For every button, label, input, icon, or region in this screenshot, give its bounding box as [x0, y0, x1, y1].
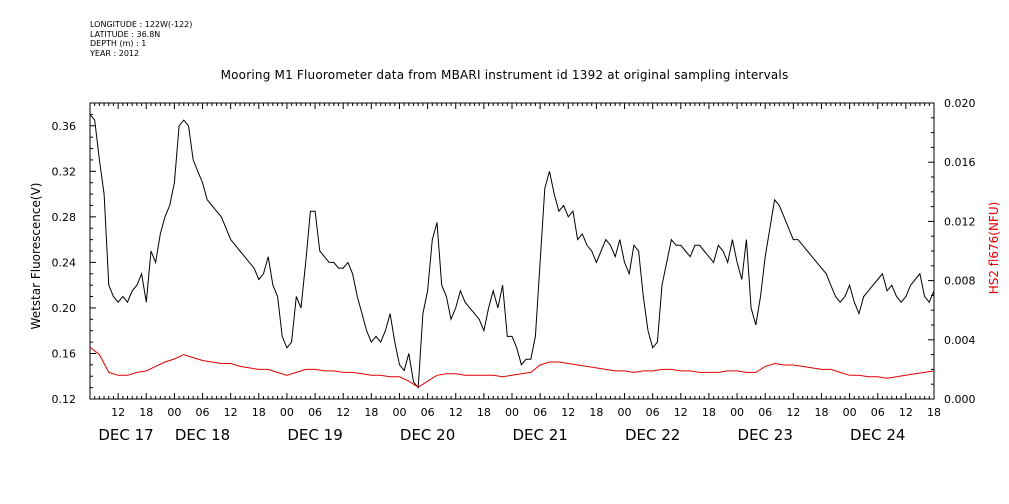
left-axis-tick-label: 0.28 — [52, 211, 77, 224]
wetstar-series-line — [89, 114, 935, 389]
x-hour-tick-label: 18 — [702, 406, 716, 419]
x-date-label: DEC 23 — [738, 426, 793, 444]
right-axis-tick-label: 0.008 — [944, 275, 976, 288]
x-hour-tick-label: 12 — [336, 406, 350, 419]
left-axis-tick-label: 0.32 — [52, 165, 77, 178]
x-hour-tick-label: 12 — [674, 406, 688, 419]
x-hour-tick-label: 06 — [533, 406, 547, 419]
x-hour-tick-label: 18 — [139, 406, 153, 419]
right-axis-tick-label: 0.012 — [944, 215, 976, 228]
left-axis-tick-label: 0.36 — [52, 120, 77, 133]
left-axis-tick-label: 0.12 — [52, 393, 77, 406]
x-hour-tick-label: 18 — [252, 406, 266, 419]
depth-label: DEPTH (m) : 1 — [90, 39, 147, 48]
x-hour-tick-label: 12 — [561, 406, 575, 419]
x-hour-tick-label: 00 — [618, 406, 632, 419]
x-date-label: DEC 21 — [512, 426, 567, 444]
hs2-series-line — [89, 346, 935, 388]
left-axis-tick-label: 0.24 — [52, 256, 77, 269]
left-axis-tick-label: 0.20 — [52, 302, 77, 315]
x-hour-tick-label: 00 — [730, 406, 744, 419]
chart-title: Mooring M1 Fluorometer data from MBARI i… — [220, 68, 789, 82]
latitude-label: LATITUDE : 36.8N — [90, 29, 161, 39]
x-hour-tick-label: 00 — [167, 406, 181, 419]
x-date-label: DEC 20 — [400, 426, 455, 444]
x-hour-tick-label: 06 — [758, 406, 772, 419]
x-hour-tick-label: 00 — [280, 406, 294, 419]
x-hour-tick-label: 18 — [589, 406, 603, 419]
x-hour-tick-label: 06 — [871, 406, 885, 419]
x-hour-tick-label: 06 — [308, 406, 322, 419]
right-axis-tick-label: 0.016 — [944, 156, 976, 169]
right-axis-tick-label: 0.004 — [944, 334, 976, 347]
x-hour-tick-label: 06 — [421, 406, 435, 419]
x-hour-tick-label: 06 — [646, 406, 660, 419]
x-hour-tick-label: 12 — [224, 406, 238, 419]
metadata-block: LONGITUDE : 122W(-122) LATITUDE : 36.8N … — [90, 20, 192, 58]
x-date-label: DEC 17 — [98, 426, 153, 444]
left-axis-tick-label: 0.16 — [52, 347, 77, 360]
left-axis-label: Wetstar Fluorescence(V) — [29, 183, 43, 330]
x-date-label: DEC 19 — [287, 426, 342, 444]
x-hour-tick-label: 18 — [927, 406, 941, 419]
x-hour-tick-label: 18 — [477, 406, 491, 419]
x-hour-tick-label: 12 — [449, 406, 463, 419]
x-date-label: DEC 24 — [850, 426, 905, 444]
x-hour-tick-label: 00 — [505, 406, 519, 419]
plot-area: 12 18 00 06 12 18 00 06 12 18 00 06 12 18 00 06 12 18 00 06… — [52, 97, 976, 444]
right-axis-label: HS2 fl676(NFU) — [987, 202, 1001, 295]
year-label: YEAR : 2012 — [90, 48, 140, 58]
x-hour-tick-label: 00 — [392, 406, 406, 419]
x-hour-tick-label: 12 — [111, 406, 125, 419]
x-date-label: DEC 18 — [175, 426, 230, 444]
x-hour-tick-label: 12 — [899, 406, 913, 419]
right-axis-tick-label: 0.020 — [944, 97, 976, 110]
x-hour-tick-label: 18 — [814, 406, 828, 419]
right-axis-tick-label: 0.000 — [944, 393, 976, 406]
x-date-label: DEC 22 — [625, 426, 680, 444]
x-hour-tick-label: 00 — [843, 406, 857, 419]
x-hour-tick-label: 06 — [196, 406, 210, 419]
x-hour-tick-label: 18 — [364, 406, 378, 419]
x-hour-tick-label: 12 — [786, 406, 800, 419]
longitude-label: LONGITUDE : 122W(-122) — [90, 20, 193, 29]
